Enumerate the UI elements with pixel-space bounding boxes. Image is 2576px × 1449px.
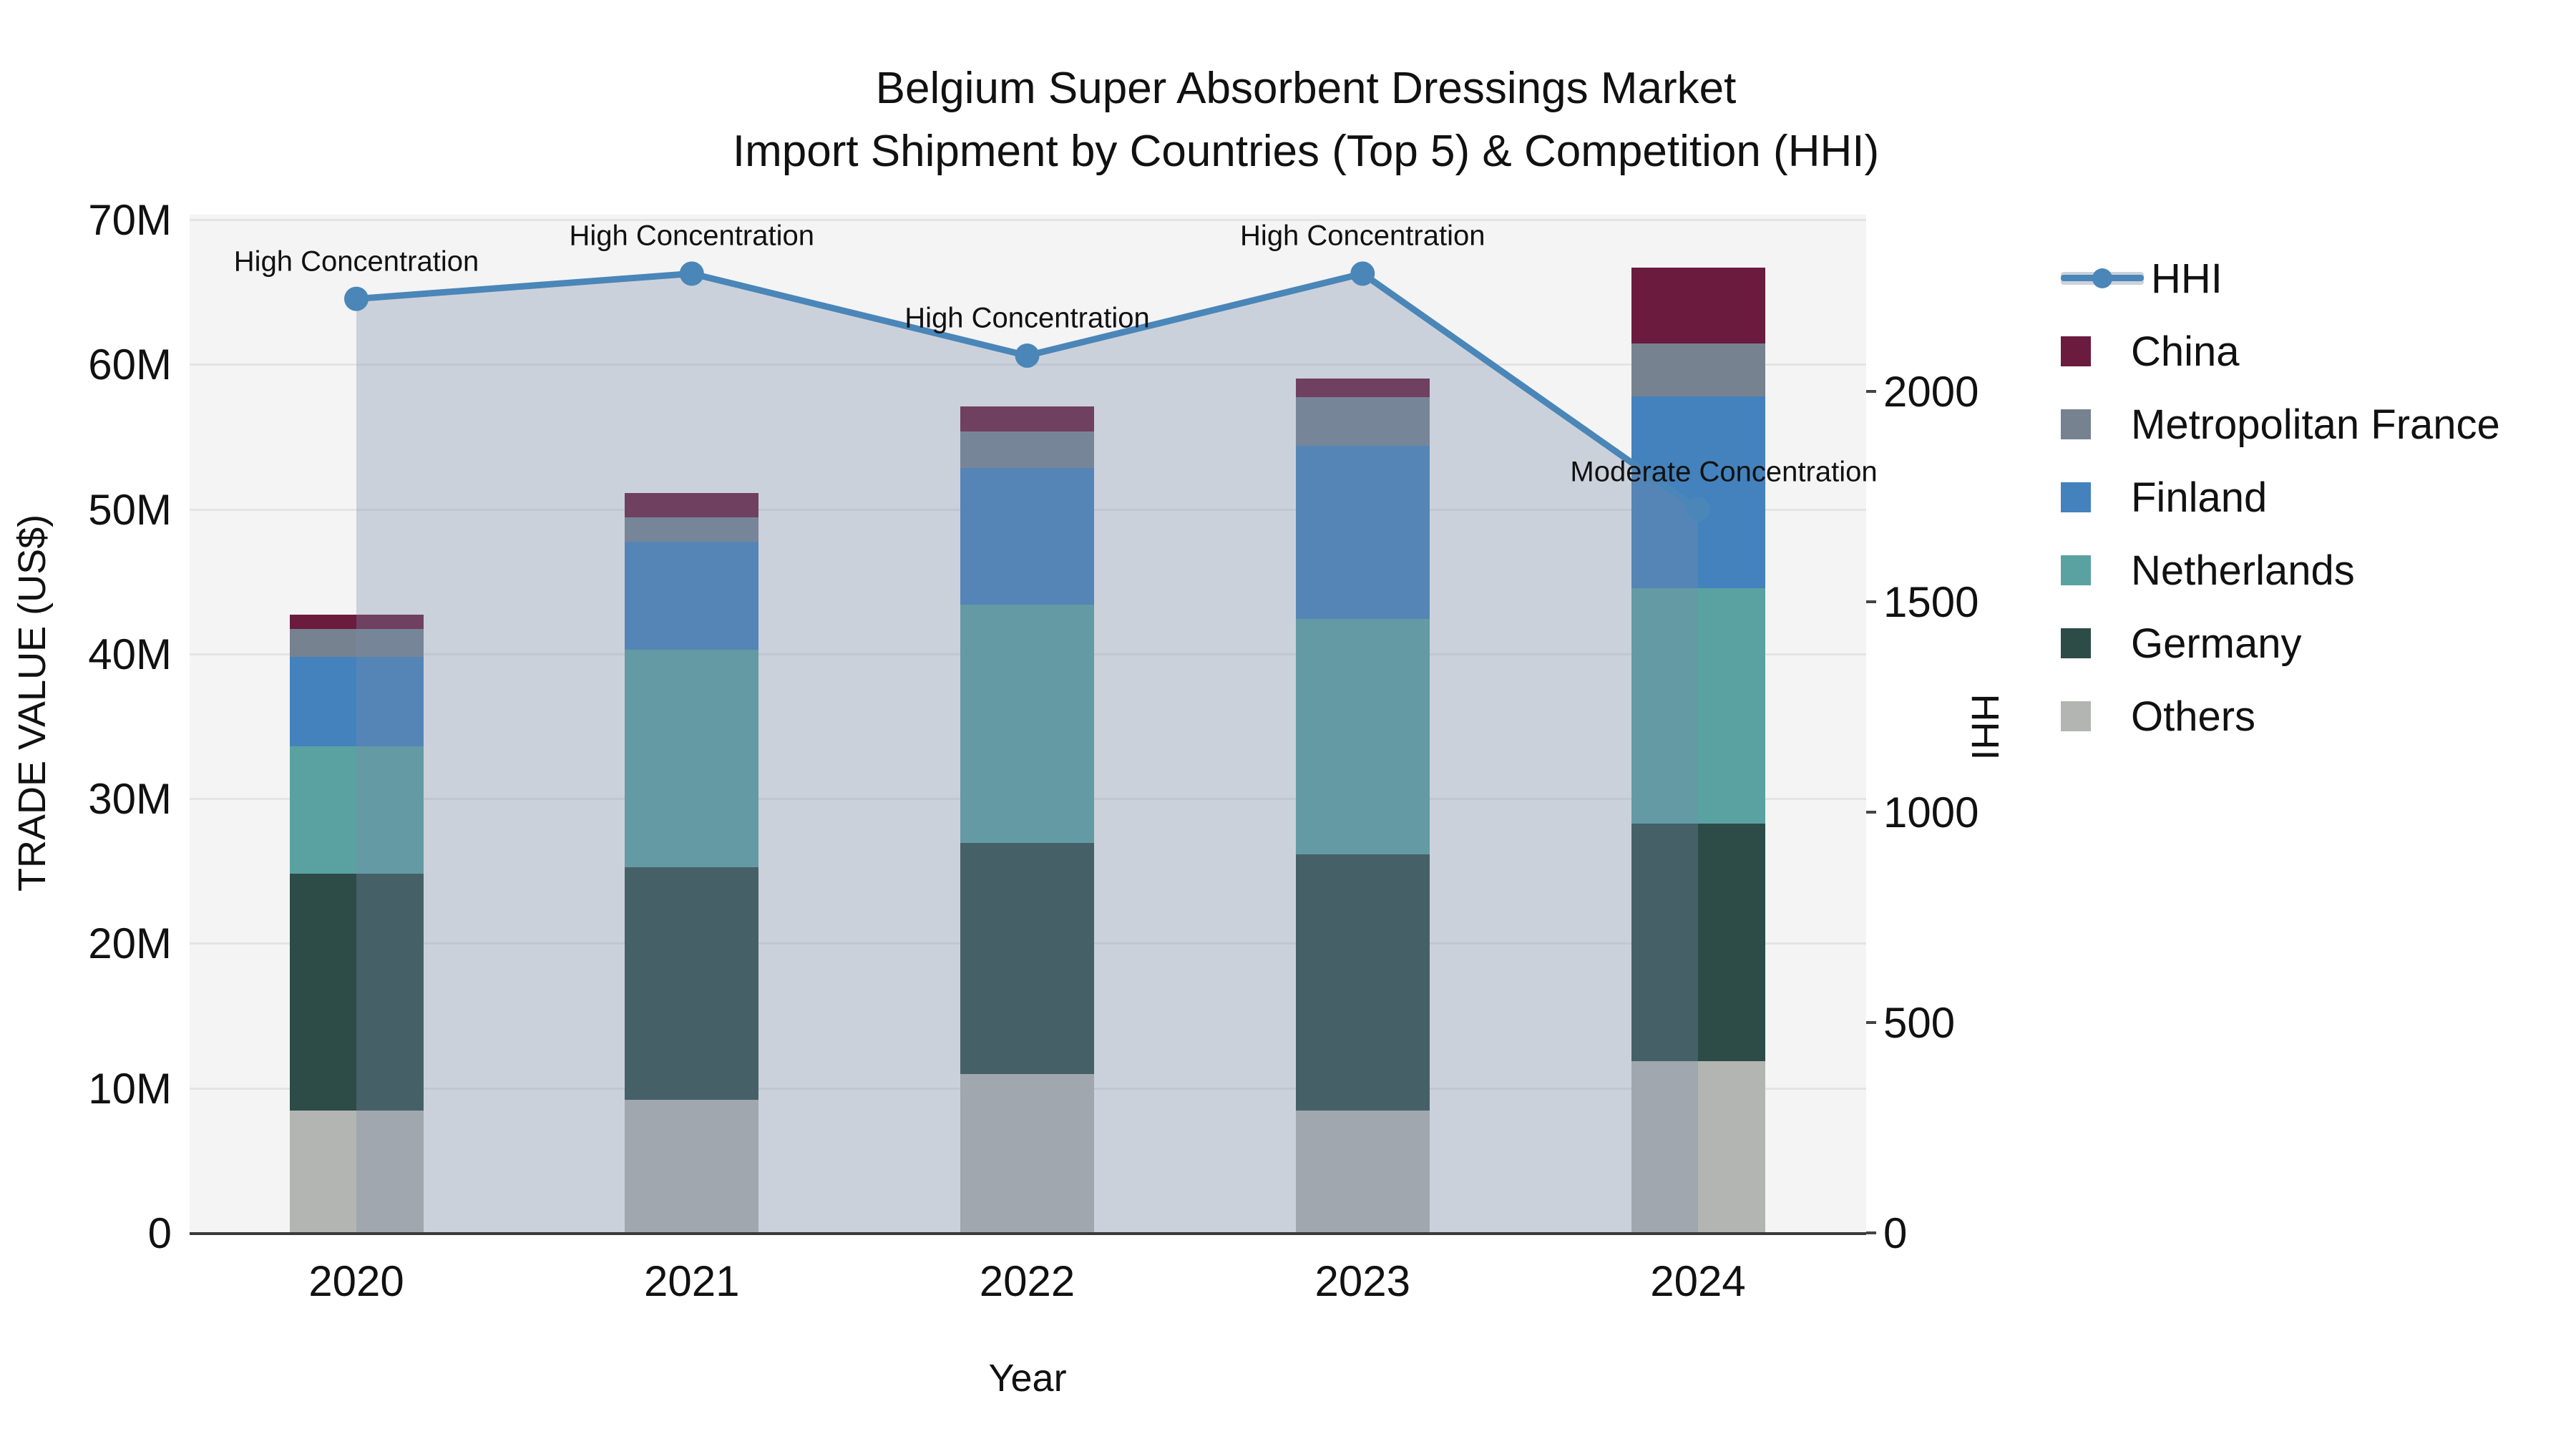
- bar-segment-germany-2021[interactable]: [625, 867, 759, 1100]
- bar-segment-germany-2024[interactable]: [1631, 823, 1765, 1062]
- y-left-tick-10M: 10M: [88, 1064, 172, 1113]
- bar-segment-others-2022[interactable]: [960, 1074, 1094, 1233]
- bar-segment-finland-2024[interactable]: [1631, 396, 1765, 588]
- legend-color-swatch: [2061, 701, 2091, 731]
- bar-segment-finland-2021[interactable]: [625, 542, 759, 650]
- legend-color-swatch: [2061, 482, 2091, 512]
- hhi-marker-2021[interactable]: [679, 261, 704, 286]
- annotation-2020: High Concentration: [233, 245, 479, 278]
- legend-hhi-line-icon: [2061, 268, 2144, 289]
- gridline-70m: [190, 219, 1866, 221]
- bar-segment-china-2021[interactable]: [625, 493, 759, 517]
- legend-label: Finland: [2131, 474, 2268, 521]
- x-tick-2020[interactable]: 2020: [308, 1257, 404, 1305]
- hhi-marker-2022[interactable]: [1015, 343, 1040, 369]
- bar-segment-netherlands-2024[interactable]: [1631, 587, 1765, 824]
- hhi-marker-2023[interactable]: [1350, 261, 1375, 286]
- x-tick-2024[interactable]: 2024: [1650, 1257, 1746, 1305]
- legend: HHI China Metropolitan France Finland Nether…: [2061, 242, 2500, 753]
- y-right-tickmark-1000: [1866, 811, 1876, 814]
- bar-segment-metropolitan-france-2020[interactable]: [289, 629, 424, 657]
- chart-title: Belgium Super Absorbent Dressings Market…: [716, 57, 1896, 183]
- bar-segment-netherlands-2021[interactable]: [625, 649, 759, 868]
- legend-item-china[interactable]: China: [2061, 315, 2500, 388]
- y-right-tickmark-1500: [1866, 600, 1876, 603]
- annotation-2023: High Concentration: [1240, 220, 1485, 252]
- y-right-tick-2000: 2000: [1883, 368, 1979, 416]
- y-right-tick-0: 0: [1883, 1209, 1908, 1257]
- y-right-tick-500: 500: [1883, 999, 1956, 1047]
- bar-segment-china-2022[interactable]: [960, 406, 1094, 432]
- hhi-marker-2020[interactable]: [344, 286, 369, 311]
- hhi-marker-2024[interactable]: [1686, 497, 1710, 522]
- legend-color-swatch: [2061, 336, 2091, 366]
- legend-color-swatch: [2061, 628, 2091, 658]
- bar-segment-finland-2020[interactable]: [289, 656, 424, 747]
- bar-segment-metropolitan-france-2023[interactable]: [1295, 396, 1430, 446]
- bar-segment-metropolitan-france-2024[interactable]: [1631, 343, 1765, 396]
- y-left-tick-0: 0: [147, 1209, 172, 1257]
- bar-segment-germany-2022[interactable]: [960, 842, 1094, 1075]
- bar-segment-china-2024[interactable]: [1631, 267, 1765, 343]
- x-tick-2022[interactable]: 2022: [979, 1257, 1075, 1305]
- chart-title-line2: Import Shipment by Countries (Top 5) & C…: [732, 127, 1880, 176]
- y-right-tickmark-2000: [1866, 390, 1876, 393]
- y-right-tick-1500: 1500: [1883, 578, 1979, 626]
- y-axis-title-right: HHI: [1963, 693, 2006, 761]
- bar-segment-others-2023[interactable]: [1295, 1111, 1430, 1233]
- annotation-2021: High Concentration: [569, 220, 814, 252]
- annotation-2022: High Concentration: [904, 302, 1150, 334]
- x-axis-line: [190, 1232, 1866, 1235]
- bar-segment-finland-2022[interactable]: [960, 467, 1094, 605]
- legend-item-germany[interactable]: Germany: [2061, 607, 2500, 680]
- bar-segment-netherlands-2022[interactable]: [960, 605, 1094, 843]
- bar-segment-metropolitan-france-2022[interactable]: [960, 431, 1094, 468]
- legend-item-others[interactable]: Others: [2061, 680, 2500, 753]
- y-right-tickmark-500: [1866, 1021, 1876, 1024]
- legend-label: Germany: [2131, 620, 2302, 667]
- chart-title-line1: Belgium Super Absorbent Dressings Market: [875, 64, 1737, 113]
- bar-segment-finland-2023[interactable]: [1295, 445, 1430, 620]
- bar-segment-others-2024[interactable]: [1631, 1061, 1765, 1233]
- bar-segment-metropolitan-france-2021[interactable]: [625, 517, 759, 542]
- legend-label: Metropolitan France: [2131, 401, 2500, 448]
- bar-segment-germany-2023[interactable]: [1295, 854, 1430, 1111]
- legend-color-swatch: [2061, 409, 2091, 439]
- x-axis-title: Year: [988, 1357, 1067, 1400]
- bar-segment-others-2021[interactable]: [625, 1099, 759, 1233]
- y-left-tick-30M: 30M: [88, 775, 172, 824]
- x-tick-2023[interactable]: 2023: [1314, 1257, 1410, 1305]
- legend-label: China: [2131, 328, 2240, 375]
- legend-color-swatch: [2061, 555, 2091, 585]
- y-left-tick-40M: 40M: [88, 630, 172, 678]
- hhi-area-fill: [356, 273, 1698, 1233]
- y-axis-title-left: TRADE VALUE (US$): [11, 514, 54, 892]
- y-left-tick-60M: 60M: [88, 341, 172, 389]
- legend-label: Others: [2131, 693, 2256, 740]
- bar-segment-china-2023[interactable]: [1295, 378, 1430, 397]
- bar-segment-netherlands-2023[interactable]: [1295, 619, 1430, 854]
- legend-item-finland[interactable]: Finland: [2061, 461, 2500, 534]
- y-left-tick-70M: 70M: [88, 196, 172, 244]
- bar-segment-china-2020[interactable]: [289, 615, 424, 630]
- y-right-tick-1000: 1000: [1883, 789, 1979, 836]
- bar-segment-others-2020[interactable]: [289, 1111, 424, 1233]
- x-tick-2021[interactable]: 2021: [644, 1257, 740, 1305]
- legend-item-metropolitan-france[interactable]: Metropolitan France: [2061, 388, 2500, 461]
- legend-label: HHI: [2151, 255, 2223, 302]
- bar-segment-netherlands-2020[interactable]: [289, 746, 424, 874]
- y-left-tick-50M: 50M: [88, 485, 172, 534]
- bar-segment-germany-2020[interactable]: [289, 874, 424, 1111]
- legend-item-netherlands[interactable]: Netherlands: [2061, 534, 2500, 607]
- legend-label: Netherlands: [2131, 547, 2355, 594]
- y-right-tickmark-0: [1866, 1231, 1876, 1234]
- annotation-2024: Moderate Concentration: [1570, 456, 1878, 488]
- legend-item-hhi[interactable]: HHI: [2061, 242, 2500, 315]
- y-left-tick-20M: 20M: [88, 919, 172, 968]
